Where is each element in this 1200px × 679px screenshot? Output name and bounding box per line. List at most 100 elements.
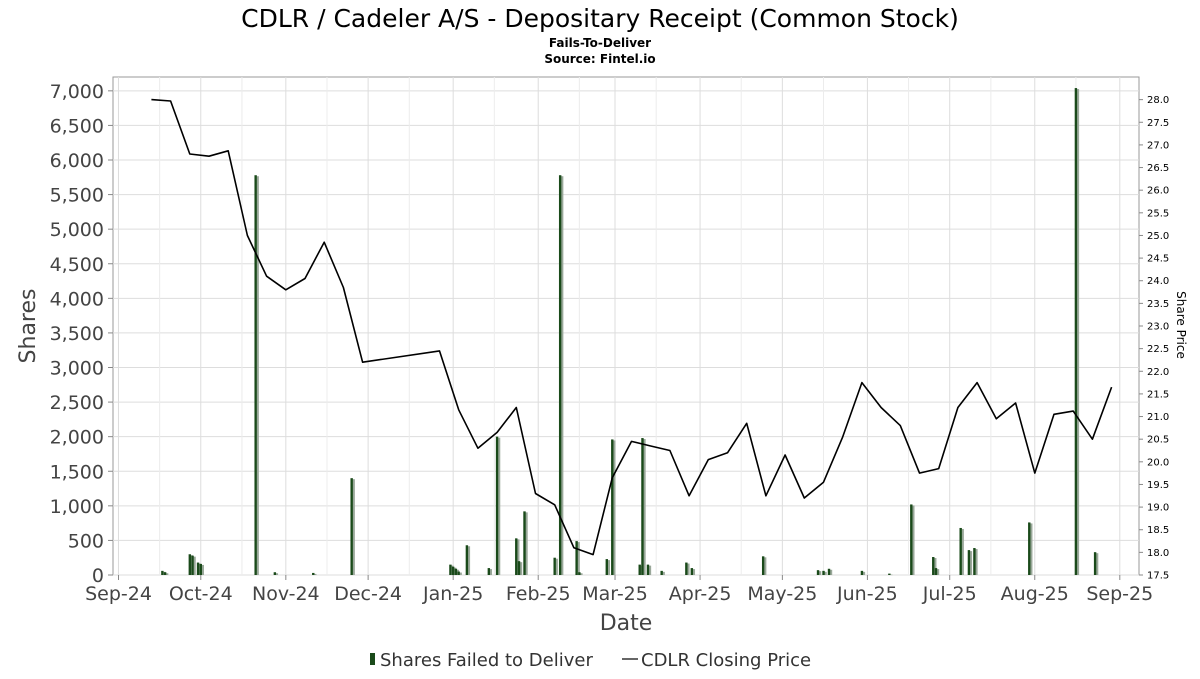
ftd-bar-shadow [517,539,520,575]
y2-tick-label: 20.0 [1147,457,1169,468]
ftd-bar [191,555,194,575]
ftd-bar [465,545,469,575]
y-tick-label: 0 [92,565,104,587]
ftd-bar [515,538,518,575]
ftd-bar-shadow [256,176,259,575]
legend-bar-label: Shares Failed to Deliver [380,650,593,671]
ftd-bar [761,556,765,575]
y2-tick-label: 22.0 [1147,367,1169,378]
y-tick-label: 1,500 [50,461,104,483]
ftd-bar [161,570,164,575]
ftd-bar-shadow [936,569,940,575]
ftd-bar [517,561,521,575]
ftd-bar-shadow [692,569,696,575]
ftd-bar [1028,522,1031,575]
ftd-bar [932,557,935,575]
ftd-bar [575,541,578,575]
ftd-bar-shadow [607,560,610,575]
ftd-bar-shadow [166,573,169,575]
y2-tick-label: 27.5 [1147,118,1169,129]
closing-price-line [151,98,1113,556]
ftd-bar-shadow [824,571,827,575]
y-axis-left: 0 500 1,000 1,500 2,000 2,500 3,000 3,500 4,000 4… [50,81,113,587]
grid-lines [113,77,1139,576]
ftd-bar-shadow [819,571,822,575]
ftd-bar [273,572,277,575]
ftd-bar [196,562,200,575]
ftd-bar [163,572,167,575]
ftd-bar-shadow [467,546,471,575]
ftd-bar [638,564,641,575]
y-tick-label: 500 [68,530,104,552]
y-tick-label: 7,000 [50,81,104,103]
y2-tick-label: 21.5 [1147,389,1169,400]
y-tick-label: 3,000 [50,358,104,380]
ftd-bar-shadow [498,437,501,575]
ftd-bar [451,566,455,575]
x-axis: Sep-24 Oct-24 Nov-24 Dec-24 Jan-25 Feb-25 Mar-… [85,575,1153,605]
ftd-bar [1074,88,1078,576]
ftd-bar [254,175,257,575]
y2-tick-label: 22.5 [1147,344,1169,355]
ftd-bar [495,436,499,575]
ftd-bar [910,504,913,575]
ftd-bar [605,559,608,575]
x-tick-label: Feb-25 [506,583,571,605]
closing-price-line-layer [151,98,1113,556]
y2-tick-label: 19.0 [1147,503,1169,514]
ftd-bar-shadow [862,571,866,575]
x-tick-label: Jul-25 [922,583,977,605]
x-tick-label: Sep-25 [1086,583,1153,605]
ftd-bar-shadow [201,564,204,575]
y2-tick-label: 27.0 [1147,140,1169,151]
y2-tick-label: 18.0 [1147,548,1169,559]
ftd-bar [888,573,891,575]
chart-subtitle: Fails-To-Deliver [549,36,651,50]
ftd-bar-shadow [275,573,279,575]
ftd-bar [457,571,460,575]
ftd-bar [967,550,971,575]
ftd-bar [690,568,694,575]
y-tick-label: 4,000 [50,288,104,310]
ftd-bar-shadow [352,479,355,575]
ftd-bar-shadow [687,563,690,575]
legend-bar-swatch [370,653,375,665]
y2-tick-label: 23.5 [1147,299,1169,310]
ftd-bar-shadow [969,551,973,575]
ftd-bar-shadow [613,440,616,575]
y2-tick-label: 28.0 [1147,95,1169,106]
ftd-bar-shadow [1096,553,1099,575]
ftd-bar [558,175,562,575]
ftd-bar-shadow [580,573,583,575]
ftd-bar-shadow [961,528,964,575]
ftd-bar [973,548,976,575]
ftd-bar [578,572,581,575]
x-tick-label: Sep-24 [85,583,152,605]
y-tick-label: 2,500 [50,392,104,414]
y2-tick-label: 25.0 [1147,231,1169,242]
chart-title: CDLR / Cadeler A/S - Depositary Receipt … [241,4,959,33]
ftd-bar-shadow [577,542,580,575]
ftd-bar-shadow [489,569,493,575]
ftd-bar [660,570,663,575]
ftd-bar [934,568,938,575]
ftd-bar [312,572,315,575]
ftd-bar-shadow [555,558,558,575]
ftd-bar [523,511,526,575]
x-tick-label: Nov-24 [252,583,320,605]
ftd-bar-shadow [1076,89,1080,576]
x-tick-label: Oct-24 [169,583,233,605]
ftd-bar [1093,552,1097,575]
ftd-bar [822,570,825,575]
ftd-bar [827,568,831,575]
ftd-bar [487,568,491,575]
ftd-bar [646,564,650,575]
y-axis-right: 17.5 18.0 18.5 19.0 19.5 20.0 20.5 21.0 21.5 22.0… [1139,95,1169,582]
x-tick-label: Apr-25 [669,583,732,605]
y2-tick-label: 24.0 [1147,276,1169,287]
x-tick-label: Jan-25 [422,583,483,605]
ftd-bar-shadow [314,573,317,575]
y2-tick-label: 26.0 [1147,186,1169,197]
